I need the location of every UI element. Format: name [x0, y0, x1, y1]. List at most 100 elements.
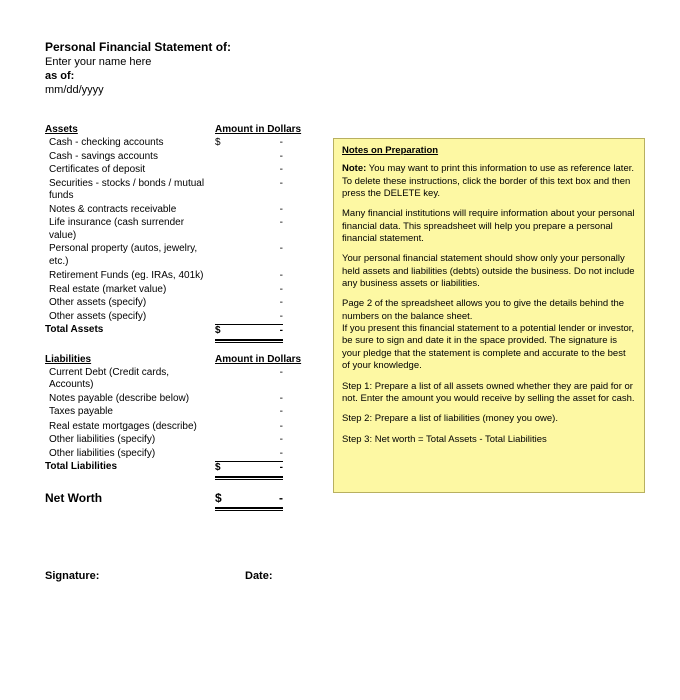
item-value[interactable]: - — [233, 367, 283, 392]
networth-currency: $ — [215, 491, 233, 506]
item-value[interactable]: - — [233, 393, 283, 406]
line-item: Other liabilities (specify) - — [45, 434, 315, 447]
item-value[interactable]: - — [233, 151, 283, 164]
item-value[interactable]: - — [233, 178, 283, 203]
item-currency — [215, 204, 233, 217]
item-currency — [215, 393, 233, 406]
total-liabilities-value: - — [233, 461, 283, 475]
item-label: Notes payable (describe below) — [45, 393, 215, 406]
item-currency — [215, 284, 233, 297]
line-item: Other liabilities (specify) - — [45, 448, 315, 461]
item-currency — [215, 311, 233, 324]
notes-step2: Step 2: Prepare a list of liabilities (m… — [342, 413, 636, 425]
item-value[interactable]: - — [233, 311, 283, 324]
item-label: Current Debt (Credit cards, Accounts) — [45, 367, 215, 392]
item-label: Real estate (market value) — [45, 284, 215, 297]
item-label: Taxes payable — [45, 406, 215, 419]
line-item: Life insurance (cash surrender value)- — [45, 217, 315, 242]
item-label: Cash - checking accounts — [45, 137, 215, 150]
line-item: Cash - checking accounts$- — [45, 137, 315, 150]
item-label: Certificates of deposit — [45, 164, 215, 177]
item-currency — [215, 434, 233, 447]
line-item: Other assets (specify) - — [45, 311, 315, 324]
assets-header: Assets Amount in Dollars — [45, 124, 315, 135]
item-label: Other liabilities (specify) — [45, 448, 215, 461]
networth-underline — [45, 507, 315, 509]
notes-column: Notes on Preparation Note: You may want … — [333, 124, 645, 510]
item-currency — [215, 448, 233, 461]
name-placeholder[interactable]: Enter your name here — [45, 56, 645, 68]
item-label: Life insurance (cash surrender value) — [45, 217, 215, 242]
item-label: Other assets (specify) — [45, 311, 215, 324]
item-label: Personal property (autos, jewelry, etc.) — [45, 243, 215, 268]
item-currency — [215, 164, 233, 177]
item-value[interactable]: - — [233, 217, 283, 242]
date-placeholder[interactable]: mm/dd/yyyy — [45, 84, 645, 96]
notes-step1: Step 1: Prepare a list of all assets own… — [342, 381, 636, 406]
assets-heading: Assets — [45, 124, 215, 135]
item-currency — [215, 270, 233, 283]
item-currency — [215, 178, 233, 203]
line-item: Real estate (market value) - — [45, 284, 315, 297]
item-currency — [215, 243, 233, 268]
item-value[interactable]: - — [233, 421, 283, 434]
item-value[interactable]: - — [233, 204, 283, 217]
total-liabilities-underline — [45, 476, 315, 478]
note-p1-text: You may want to print this information t… — [342, 163, 634, 199]
item-currency: $ — [215, 137, 233, 150]
item-currency — [215, 297, 233, 310]
main-content: Assets Amount in Dollars Cash - checking… — [45, 124, 645, 510]
assets-list: Cash - checking accounts$-Cash - savings… — [45, 137, 315, 323]
total-assets-currency: $ — [215, 324, 233, 338]
line-item: Retirement Funds (eg. IRAs, 401k) - — [45, 270, 315, 283]
liabilities-header: Liabilities Amount in Dollars — [45, 354, 315, 365]
item-value[interactable]: - — [233, 434, 283, 447]
total-liabilities-label: Total Liabilities — [45, 461, 215, 475]
item-value[interactable]: - — [233, 284, 283, 297]
notes-box: Notes on Preparation Note: You may want … — [333, 138, 645, 493]
total-liabilities-currency: $ — [215, 461, 233, 475]
item-value[interactable]: - — [233, 270, 283, 283]
total-assets-label: Total Assets — [45, 324, 215, 338]
line-item: Certificates of deposit - — [45, 164, 315, 177]
item-value[interactable]: - — [233, 164, 283, 177]
item-label: Notes & contracts receivable — [45, 204, 215, 217]
networth-label: Net Worth — [45, 491, 215, 506]
line-item: Notes & contracts receivable - — [45, 204, 315, 217]
liabilities-heading: Liabilities — [45, 354, 215, 365]
financial-column: Assets Amount in Dollars Cash - checking… — [45, 124, 315, 510]
signature-label: Signature: — [45, 570, 245, 582]
statement-title: Personal Financial Statement of: — [45, 40, 645, 54]
line-item: Notes payable (describe below) - — [45, 393, 315, 406]
note-bold: Note: — [342, 163, 366, 174]
total-liabilities-row: Total Liabilities $ - — [45, 461, 315, 475]
liabilities-list: Current Debt (Credit cards, Accounts)-No… — [45, 367, 315, 461]
asof-label: as of: — [45, 70, 645, 82]
item-value[interactable]: - — [233, 406, 283, 419]
item-label: Securities - stocks / bonds / mutual fun… — [45, 178, 215, 203]
notes-p3: Your personal financial statement should… — [342, 253, 636, 290]
item-label: Cash - savings accounts — [45, 151, 215, 164]
notes-step3: Step 3: Net worth = Total Assets - Total… — [342, 434, 636, 446]
notes-p5: If you present this financial statement … — [342, 323, 636, 372]
item-currency — [215, 151, 233, 164]
item-value[interactable]: - — [233, 137, 283, 150]
line-item: Current Debt (Credit cards, Accounts)- — [45, 367, 315, 392]
line-item: Personal property (autos, jewelry, etc.)… — [45, 243, 315, 268]
line-item: Taxes payable - — [45, 406, 315, 419]
total-assets-underline — [45, 339, 315, 341]
line-item: Securities - stocks / bonds / mutual fun… — [45, 178, 315, 203]
signature-date-label: Date: — [245, 570, 273, 582]
line-item: Real estate mortgages (describe)- — [45, 421, 315, 434]
total-assets-row: Total Assets $ - — [45, 324, 315, 338]
item-value[interactable]: - — [233, 243, 283, 268]
assets-amount-heading: Amount in Dollars — [215, 124, 301, 135]
notes-p4: Page 2 of the spreadsheet allows you to … — [342, 298, 636, 323]
item-currency — [215, 217, 233, 242]
item-label: Other liabilities (specify) — [45, 434, 215, 447]
item-value[interactable]: - — [233, 297, 283, 310]
item-label: Retirement Funds (eg. IRAs, 401k) — [45, 270, 215, 283]
item-currency — [215, 406, 233, 419]
item-currency — [215, 367, 233, 392]
item-value[interactable]: - — [233, 448, 283, 461]
